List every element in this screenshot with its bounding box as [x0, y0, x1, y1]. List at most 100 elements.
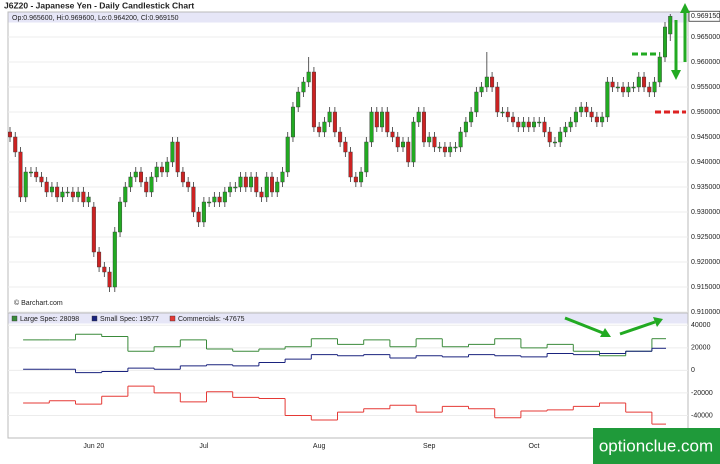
- candle-body: [448, 146, 453, 153]
- arrow-head: [600, 328, 611, 337]
- candle-body: [149, 176, 154, 193]
- candle-body: [348, 151, 353, 178]
- candle-body: [322, 121, 327, 133]
- candle-body: [636, 76, 641, 88]
- y-tick-label: 20000: [691, 345, 711, 352]
- candle-body: [610, 81, 615, 88]
- candle-body: [579, 106, 584, 113]
- arrow-head: [671, 70, 681, 80]
- candle-body: [133, 171, 138, 178]
- candle-body: [191, 186, 196, 213]
- arrow: [619, 320, 656, 336]
- candle-body: [91, 206, 96, 253]
- y-tick-label: 0.925000: [691, 234, 720, 241]
- candle-body: [327, 111, 332, 123]
- watermark-box: [593, 428, 720, 464]
- candle-body: [212, 196, 217, 203]
- candle-body: [285, 136, 290, 173]
- candle-body: [573, 111, 578, 123]
- candle-body: [432, 136, 437, 148]
- candle-body: [380, 111, 385, 128]
- candle-body: [207, 201, 212, 204]
- candle-body: [60, 191, 65, 198]
- candle-body: [343, 141, 348, 153]
- candle-body: [175, 141, 180, 173]
- last-price-box: [688, 10, 720, 22]
- candle-body: [128, 176, 133, 188]
- candle-body: [647, 86, 652, 93]
- candle-body: [290, 106, 295, 138]
- arrow-head: [653, 317, 663, 327]
- candle-body: [615, 86, 620, 89]
- candle-body: [264, 176, 269, 198]
- candle-body: [275, 181, 280, 193]
- candle-body: [311, 71, 316, 128]
- candle-body: [642, 76, 647, 88]
- candle-body: [23, 171, 28, 198]
- candle-body: [511, 116, 516, 123]
- candle-body: [81, 191, 86, 203]
- candle-body: [411, 121, 416, 163]
- candle-body: [532, 121, 537, 128]
- candle-body: [144, 181, 149, 193]
- candle-body: [369, 111, 374, 143]
- candle-body: [34, 171, 39, 178]
- y-tick-label: 0.930000: [691, 209, 720, 216]
- candle-body: [13, 136, 18, 153]
- candle-body: [70, 191, 75, 198]
- candle-body: [600, 116, 605, 123]
- info-text: Op:0.965600, Hi:0.969600, Lo:0.964200, C…: [12, 15, 179, 22]
- candle-body: [437, 146, 442, 149]
- chart-title: J6Z20 - Japanese Yen - Daily Candlestick…: [4, 0, 194, 10]
- candle-body: [442, 146, 447, 153]
- legend-swatch: [11, 315, 18, 322]
- y-tick-label: 0.935000: [691, 184, 720, 191]
- candle-body: [217, 196, 222, 203]
- legend-label: Large Spec: 28098: [20, 316, 79, 323]
- candle-body: [353, 176, 358, 183]
- candle-body: [500, 111, 505, 114]
- candle-body: [296, 91, 301, 108]
- candle-body: [385, 111, 390, 133]
- candle-body: [76, 191, 81, 198]
- candle-body: [663, 26, 668, 58]
- candle-body: [484, 76, 489, 88]
- y-tick-label: 0.950000: [691, 109, 720, 116]
- x-tick-label: Aug: [313, 443, 326, 450]
- y-tick-label: 0.915000: [691, 284, 720, 291]
- candle-body: [563, 126, 568, 133]
- candle-body: [44, 181, 49, 193]
- candle-body: [568, 121, 573, 128]
- candle-body: [505, 111, 510, 118]
- candle-body: [621, 86, 626, 93]
- y-tick-label: 0.920000: [691, 259, 720, 266]
- candle-body: [228, 186, 233, 193]
- candle-body: [626, 86, 631, 93]
- candle-body: [521, 121, 526, 128]
- candle-body: [427, 136, 432, 143]
- candle-body: [463, 121, 468, 133]
- y-tick-label: 0.945000: [691, 134, 720, 141]
- x-tick-label: Jun 20: [83, 443, 104, 450]
- candle-body: [102, 266, 107, 273]
- candle-body: [254, 176, 259, 193]
- candle-body: [479, 86, 484, 93]
- candle-body: [18, 151, 23, 198]
- watermark: optionclue.com: [599, 436, 713, 455]
- y-tick-label: 0.940000: [691, 159, 720, 166]
- x-tick-label: Sep: [423, 443, 436, 450]
- candle-body: [238, 176, 243, 188]
- legend-label: Small Spec: 19577: [100, 316, 159, 323]
- candle-body: [395, 136, 400, 148]
- candle-body: [552, 141, 557, 144]
- candle-body: [338, 131, 343, 143]
- candle-body: [180, 171, 185, 183]
- x-tick-label: Jul: [199, 443, 208, 450]
- candle-body: [374, 111, 379, 128]
- candle-body: [657, 56, 662, 83]
- credit: © Barchart.com: [14, 299, 63, 307]
- candle-body: [170, 141, 175, 163]
- candle-body: [421, 111, 426, 143]
- candle-body: [631, 86, 636, 89]
- y-tick-label: 0.955000: [691, 84, 720, 91]
